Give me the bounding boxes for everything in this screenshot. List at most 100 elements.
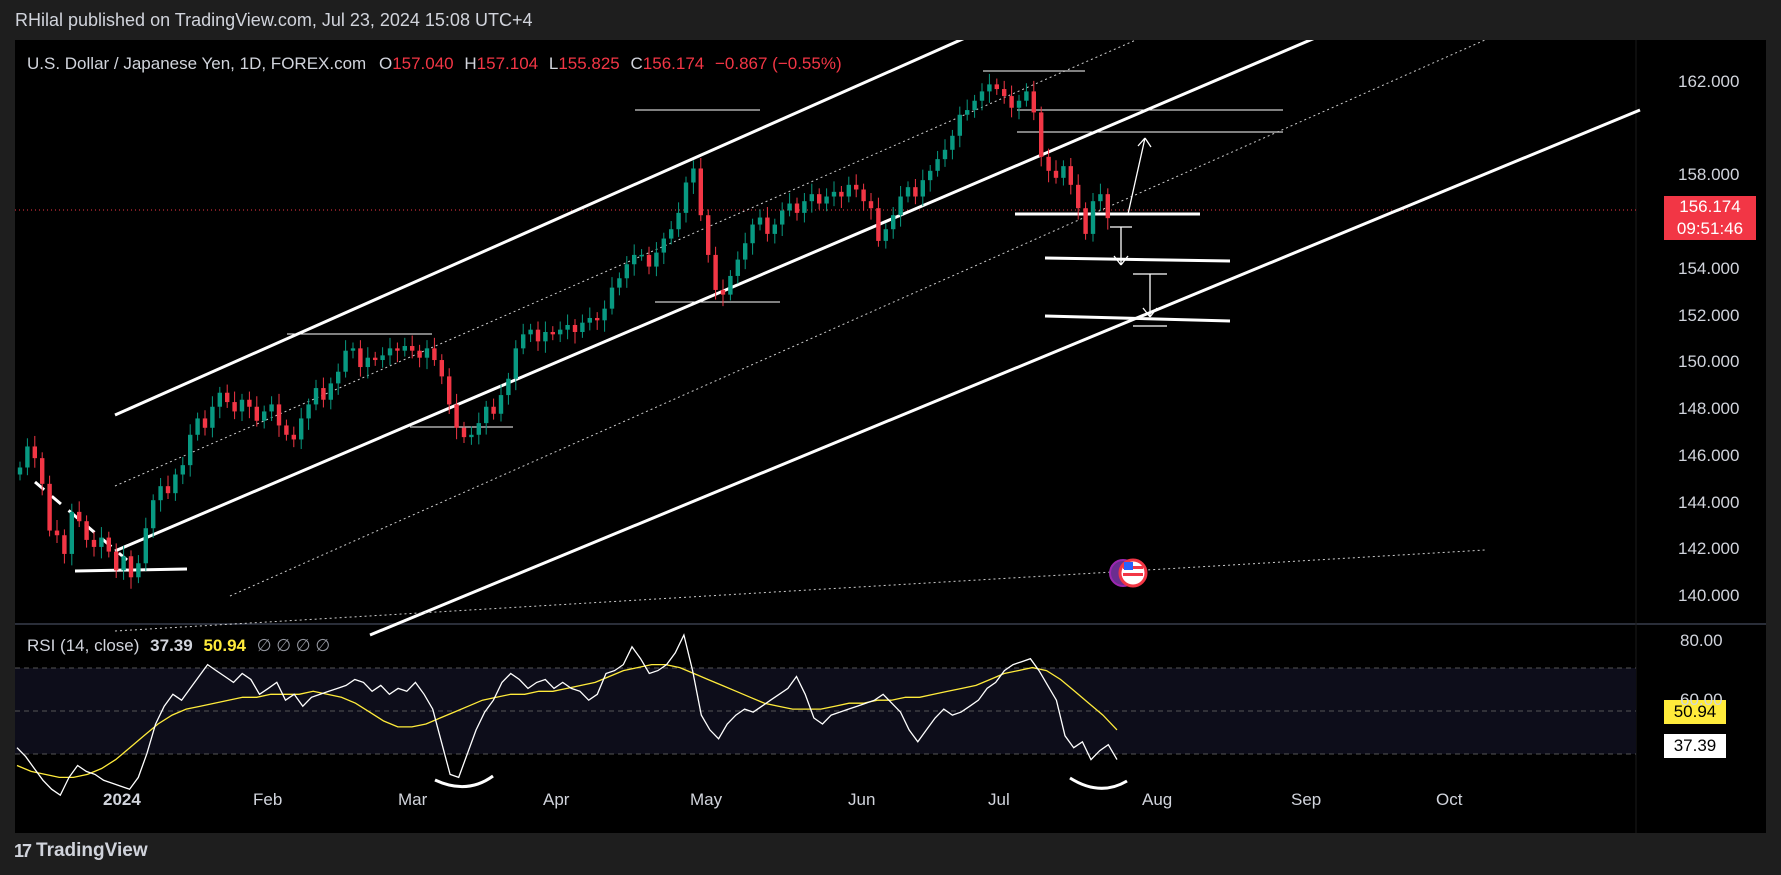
candle-body[interactable] (809, 194, 814, 202)
candle-body[interactable] (84, 521, 89, 540)
arrow-down-2[interactable] (1133, 273, 1167, 327)
candle-body[interactable] (476, 423, 481, 435)
candle-body[interactable] (32, 446, 37, 459)
candle-body[interactable] (1068, 166, 1073, 185)
candle-body[interactable] (876, 208, 881, 241)
candle-body[interactable] (868, 201, 874, 209)
candle-body[interactable] (654, 252, 659, 267)
candle-body[interactable] (40, 458, 45, 484)
level-markers[interactable] (287, 70, 1283, 428)
candle-body[interactable] (350, 348, 356, 351)
candle-body[interactable] (565, 324, 570, 330)
candle-body[interactable] (957, 114, 962, 136)
candle-body[interactable] (920, 180, 925, 197)
candle-body[interactable] (254, 406, 259, 421)
candle-body[interactable] (165, 486, 171, 494)
support-152-line[interactable] (1044, 314, 1231, 323)
candle-body[interactable] (1016, 100, 1022, 108)
candle-body[interactable] (225, 392, 230, 403)
candle-body[interactable] (965, 110, 970, 115)
candle-body[interactable] (262, 411, 267, 421)
candle-body[interactable] (17, 467, 23, 475)
candle-body[interactable] (824, 196, 829, 204)
candle-body[interactable] (683, 182, 689, 213)
candle-body[interactable] (358, 348, 363, 368)
candle-body[interactable] (706, 215, 711, 255)
candle-body[interactable] (395, 348, 400, 351)
candle-body[interactable] (1105, 194, 1110, 219)
candle-body[interactable] (343, 350, 348, 372)
candle-body[interactable] (106, 537, 111, 552)
candle-body[interactable] (1053, 170, 1059, 178)
candle-body[interactable] (387, 348, 393, 356)
candle-body[interactable] (646, 254, 652, 267)
candle-body[interactable] (291, 434, 296, 440)
chart-canvas[interactable] (15, 40, 1766, 833)
rsi-low-arc-mar[interactable] (434, 774, 494, 789)
candle-body[interactable] (802, 201, 807, 213)
candle-body[interactable] (380, 355, 385, 361)
candle-body[interactable] (661, 238, 666, 253)
candle-body[interactable] (402, 346, 407, 351)
candle-body[interactable] (77, 511, 82, 522)
candle-body[interactable] (299, 418, 304, 440)
candle-body[interactable] (276, 404, 282, 426)
candle-body[interactable] (728, 275, 733, 295)
candle-body[interactable] (158, 486, 163, 501)
projection-arrows[interactable] (1110, 137, 1167, 327)
candle-body[interactable] (543, 332, 548, 342)
candle-body[interactable] (535, 329, 541, 342)
candle-body[interactable] (91, 539, 97, 547)
candle-body[interactable] (121, 556, 126, 571)
candle-body[interactable] (713, 254, 718, 290)
rsi-legend[interactable]: RSI (14, close) 37.39 50.94 ∅ ∅ ∅ ∅ (27, 636, 330, 656)
candle-body[interactable] (217, 392, 222, 407)
candle-body[interactable] (698, 168, 703, 216)
candle-body[interactable] (794, 203, 800, 213)
candle-body[interactable] (928, 170, 933, 181)
candle-body[interactable] (506, 378, 511, 396)
candle-body[interactable] (787, 203, 792, 211)
candle-body[interactable] (691, 168, 696, 183)
candle-body[interactable] (232, 402, 237, 412)
candle-body[interactable] (143, 528, 148, 564)
candle-body[interactable] (513, 348, 518, 379)
rsi-line[interactable] (16, 633, 1118, 797)
dotted-trend-line[interactable] (114, 549, 1486, 632)
dotted-channel-lines[interactable] (114, 40, 1486, 632)
candle-body[interactable] (417, 350, 422, 358)
arrow-up[interactable] (1127, 137, 1152, 215)
candle-body[interactable] (905, 187, 911, 197)
candle-body[interactable] (632, 254, 637, 265)
candle-body[interactable] (321, 388, 326, 400)
candle-body[interactable] (247, 399, 252, 407)
candle-body[interactable] (439, 360, 444, 377)
candle-body[interactable] (136, 563, 141, 578)
candle-body[interactable] (817, 194, 822, 204)
candle-body[interactable] (454, 404, 459, 428)
candle-body[interactable] (558, 329, 563, 335)
candle-body[interactable] (765, 217, 770, 234)
symbol-legend[interactable]: U.S. Dollar / Japanese Yen, 1D, FOREX.co… (27, 54, 842, 74)
rsi-lines[interactable] (16, 633, 1118, 797)
candle-body[interactable] (1024, 91, 1029, 101)
candle-body[interactable] (99, 537, 104, 547)
dotted-upper-line[interactable] (114, 40, 1145, 487)
candle-body[interactable] (1098, 194, 1103, 202)
candle-body[interactable] (269, 404, 274, 412)
candle-body[interactable] (424, 348, 430, 358)
symbol-name[interactable]: U.S. Dollar / Japanese Yen, 1D, FOREX.co… (27, 54, 367, 73)
candle-body[interactable] (461, 427, 467, 438)
candle-body[interactable] (410, 346, 415, 351)
brand-footer[interactable]: 17 TradingView (14, 840, 148, 862)
candle-body[interactable] (617, 278, 622, 288)
candle-body[interactable] (1046, 156, 1051, 171)
candles[interactable] (17, 73, 1110, 589)
chart-panel[interactable]: U.S. Dollar / Japanese Yen, 1D, FOREX.co… (15, 40, 1766, 833)
channel-upper-line[interactable] (114, 40, 965, 417)
candle-body[interactable] (602, 308, 607, 321)
candle-body[interactable] (284, 425, 289, 435)
candle-body[interactable] (950, 135, 955, 150)
candle-body[interactable] (447, 376, 452, 405)
candle-body[interactable] (114, 551, 119, 571)
